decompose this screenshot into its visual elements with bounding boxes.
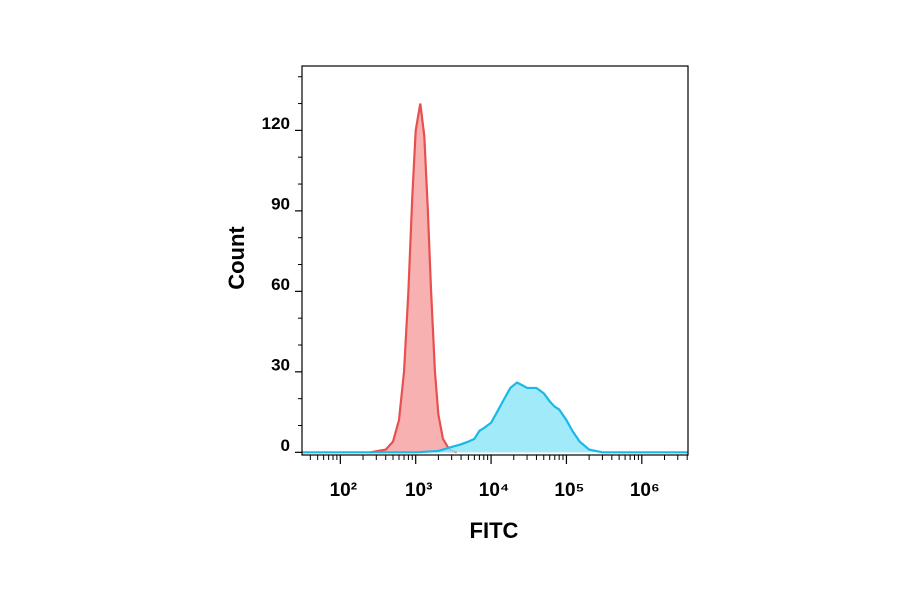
- y-axis-label: Count: [224, 226, 249, 290]
- histogram-line: [302, 381, 688, 454]
- y-tick-label: 90: [271, 194, 290, 213]
- y-tick-label: 30: [271, 355, 290, 374]
- x-tick-label: 10⁶: [630, 480, 660, 501]
- x-tick-label: 10⁵: [554, 480, 584, 501]
- y-tick-label: 60: [271, 275, 290, 294]
- y-tick-label: 120: [262, 114, 290, 133]
- x-tick-label: 10⁴: [479, 480, 510, 501]
- plot-frame: [301, 65, 689, 456]
- y-tick-label: 0: [281, 436, 290, 455]
- x-tick-label: 10³: [405, 480, 432, 501]
- histogram-area: [370, 103, 457, 453]
- histogram-line: [370, 103, 458, 454]
- x-axis-label: FITC: [470, 518, 519, 543]
- x-tick-label: 10²: [330, 480, 357, 501]
